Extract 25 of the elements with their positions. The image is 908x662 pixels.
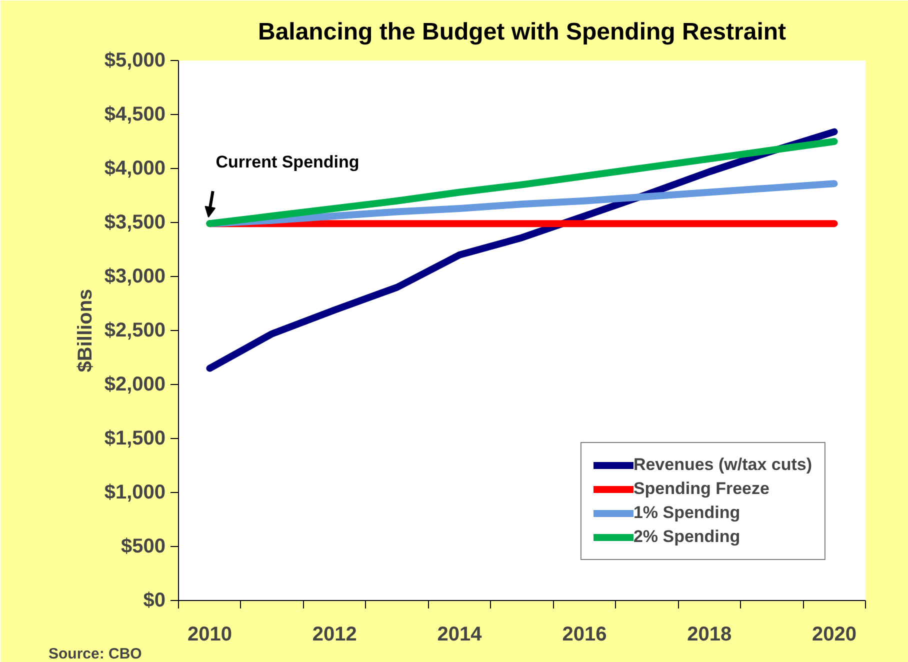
y-axis-title: $Billions xyxy=(74,288,96,372)
chart-title: Balancing the Budget with Spending Restraint xyxy=(258,18,786,46)
x-tick-label: 2020 xyxy=(812,624,857,646)
x-tick-label: 2016 xyxy=(562,624,607,646)
legend-label: 1% Spending xyxy=(633,503,740,523)
x-tick-label: 2012 xyxy=(312,624,357,646)
y-tick-label: $3,500 xyxy=(104,212,166,234)
y-tick-label: $4,500 xyxy=(104,104,166,126)
y-tick-label: $5,000 xyxy=(104,50,166,72)
y-tick-label: $2,500 xyxy=(104,320,166,342)
y-tick-label: $1,000 xyxy=(104,482,166,504)
y-tick-label: $500 xyxy=(121,536,166,558)
y-tick-label: $4,000 xyxy=(104,158,166,180)
legend-label: Revenues (w/tax cuts) xyxy=(633,455,812,475)
annotation: Current Spending xyxy=(216,152,360,172)
y-tick-label: $0 xyxy=(143,590,166,612)
y-tick-label: $2,000 xyxy=(104,374,166,396)
legend-label: 2% Spending xyxy=(633,527,740,547)
y-tick-label: $3,000 xyxy=(104,266,166,288)
legend-label: Spending Freeze xyxy=(633,479,770,499)
x-tick-label: 2018 xyxy=(687,624,732,646)
x-tick-label: 2014 xyxy=(437,624,483,646)
y-tick-label: $1,500 xyxy=(104,428,166,450)
source-note: Source: CBO xyxy=(48,646,142,662)
x-tick-label: 2010 xyxy=(187,624,232,646)
